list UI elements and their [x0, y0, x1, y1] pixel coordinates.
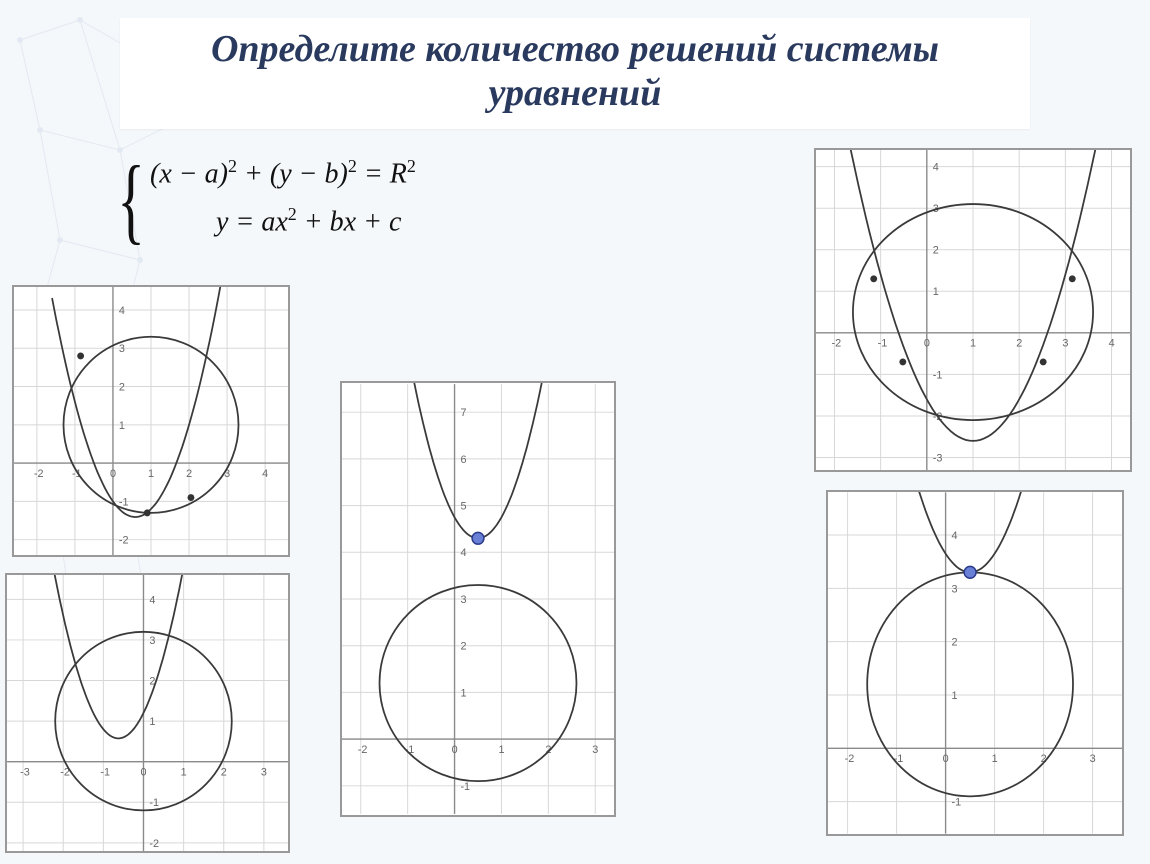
y-tick-label: 1	[933, 286, 939, 298]
x-tick-label: 1	[992, 753, 998, 765]
x-tick-label: 4	[1109, 338, 1115, 350]
intersection-dot	[1069, 275, 1076, 282]
x-tick-label: -1	[878, 338, 888, 350]
chart-bottom-left: -3-2-10123-2-11234	[5, 573, 290, 853]
equation-2: y = ax2 + bx + c	[216, 204, 401, 238]
x-tick-label: 0	[924, 338, 930, 350]
y-tick-label: 4	[460, 547, 466, 559]
x-tick-label: 3	[1090, 753, 1096, 765]
x-tick-label: 3	[1062, 338, 1068, 350]
brace-icon: {	[117, 152, 145, 248]
chart-mid-left: -2-101234-2-11234	[12, 285, 290, 557]
y-tick-label: 5	[460, 501, 466, 513]
y-tick-label: 4	[933, 162, 939, 174]
x-tick-label: -3	[20, 767, 30, 779]
parabola-curve	[882, 492, 1058, 572]
y-tick-label: 3	[952, 583, 958, 595]
x-tick-label: 4	[262, 468, 268, 480]
y-tick-label: 4	[119, 305, 125, 317]
equation-1: (x − a)2 + (y − b)2 = R2	[150, 156, 416, 190]
y-tick-label: -2	[119, 535, 129, 547]
x-tick-label: 1	[970, 338, 976, 350]
y-tick-label: 1	[119, 420, 125, 432]
x-tick-label: 3	[261, 767, 267, 779]
y-tick-label: 2	[933, 245, 939, 257]
y-tick-label: 7	[460, 407, 466, 419]
x-tick-label: 2	[221, 767, 227, 779]
title-panel: Определите количество решений системы ур…	[120, 18, 1030, 129]
y-tick-label: 4	[149, 594, 155, 606]
x-tick-label: -2	[34, 468, 44, 480]
y-tick-label: 1	[460, 687, 466, 699]
x-tick-label: 3	[592, 744, 598, 756]
x-tick-label: 1	[181, 767, 187, 779]
x-tick-label: -1	[894, 753, 904, 765]
y-tick-label: -1	[952, 797, 962, 809]
x-tick-label: 1	[498, 744, 504, 756]
x-tick-label: 0	[943, 753, 949, 765]
y-tick-label: -1	[933, 369, 943, 381]
x-tick-label: 0	[110, 468, 116, 480]
intersection-dot	[77, 352, 84, 359]
y-tick-label: 3	[149, 635, 155, 647]
y-tick-label: 1	[149, 716, 155, 728]
y-tick-label: 6	[460, 454, 466, 466]
parabola-curve	[52, 287, 235, 517]
x-tick-label: 2	[1016, 338, 1022, 350]
x-tick-label: -1	[100, 767, 110, 779]
y-tick-label: 4	[952, 530, 958, 542]
chart-center: -2-10123-11234567	[340, 381, 616, 817]
y-tick-label: -3	[933, 452, 943, 464]
x-tick-label: 2	[186, 468, 192, 480]
intersection-dot	[1040, 358, 1047, 365]
y-tick-label: 1	[952, 690, 958, 702]
x-tick-label: -2	[845, 753, 855, 765]
y-tick-label: -1	[149, 797, 159, 809]
x-tick-label: -2	[358, 744, 368, 756]
vertex-dot	[472, 532, 484, 544]
x-tick-label: 1	[148, 468, 154, 480]
parabola-curve	[394, 383, 563, 538]
chart-bottom-right: -2-10123-11234	[826, 490, 1124, 836]
chart-top-right: -2-101234-3-2-11234	[814, 148, 1132, 472]
intersection-dot	[187, 494, 194, 501]
x-tick-label: 0	[141, 767, 147, 779]
y-tick-label: 3	[119, 343, 125, 355]
x-tick-label: 0	[452, 744, 458, 756]
y-tick-label: 3	[460, 594, 466, 606]
y-tick-label: 2	[460, 641, 466, 653]
x-tick-label: -1	[72, 468, 82, 480]
intersection-dot	[899, 358, 906, 365]
page-title: Определите количество решений системы ур…	[144, 28, 1006, 115]
equation-system: { (x − a)2 + (y − b)2 = R2 y = ax2 + bx …	[108, 152, 638, 262]
intersection-dot	[870, 275, 877, 282]
y-tick-label: 2	[952, 637, 958, 649]
y-tick-label: -2	[149, 838, 159, 850]
x-tick-label: -2	[832, 338, 842, 350]
y-tick-label: -1	[460, 781, 470, 793]
y-tick-label: 2	[119, 381, 125, 393]
intersection-dot	[144, 509, 151, 516]
vertex-dot	[964, 566, 976, 578]
